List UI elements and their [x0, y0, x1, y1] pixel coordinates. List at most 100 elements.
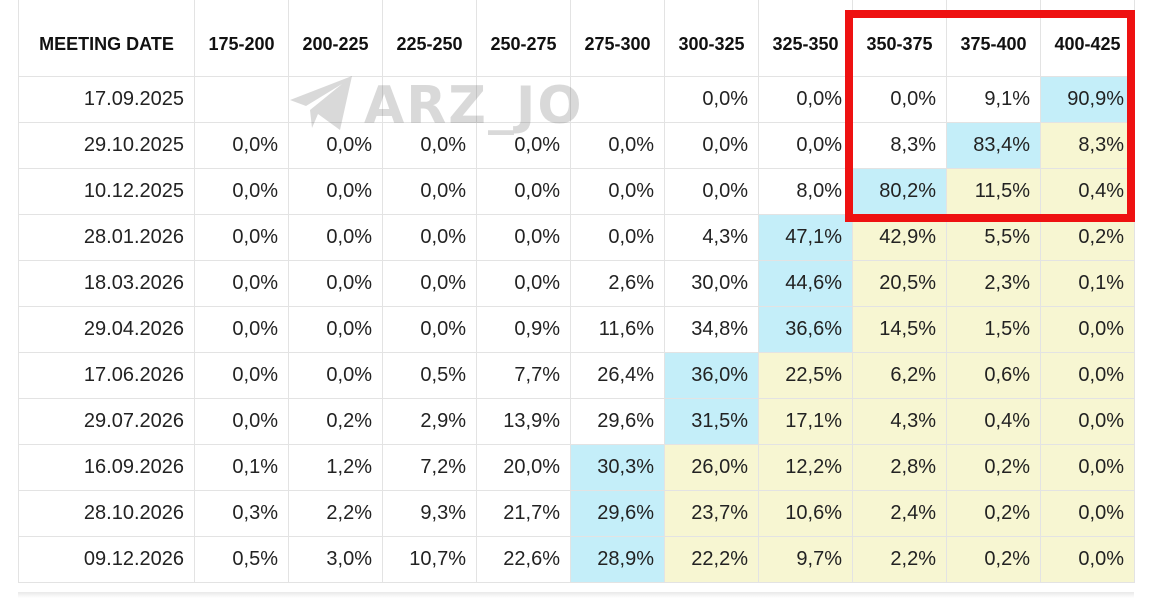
probability-cell: 22,5% [758, 351, 853, 399]
probability-cell: 0,2% [946, 535, 1041, 583]
probability-cell: 83,4% [946, 121, 1041, 169]
probability-cell: 36,6% [758, 305, 853, 353]
probability-cell: 30,0% [664, 259, 759, 307]
probability-cell: 0,0% [194, 259, 289, 307]
table-row: 28.10.2026 0,3% 2,2% 9,3% 21,7% 29,6% 23,7% 10,… [18, 489, 1135, 537]
probability-cell: 0,0% [570, 121, 665, 169]
table-body: 17.09.2025 0,0% 0,0% 0,0% 9,1% 90,9% 29.10.202… [18, 75, 1135, 583]
probability-cell: 0,0% [288, 121, 383, 169]
table-row: 29.07.2026 0,0% 0,2% 2,9% 13,9% 29,6% 31,5% 17,… [18, 397, 1135, 445]
probability-cell [194, 75, 289, 123]
probability-cell: 2,9% [382, 397, 477, 445]
meeting-date-cell: 09.12.2026 [18, 535, 195, 583]
probability-cell: 21,7% [476, 489, 571, 537]
probability-cell: 0,0% [288, 305, 383, 353]
table-row: 17.09.2025 0,0% 0,0% 0,0% 9,1% 90,9% [18, 75, 1135, 123]
meeting-date-cell: 28.01.2026 [18, 213, 195, 261]
probability-cell: 0,2% [946, 443, 1041, 491]
meeting-date-cell: 17.09.2025 [18, 75, 195, 123]
probability-cell: 8,3% [1040, 121, 1135, 169]
probability-cell: 0,0% [194, 213, 289, 261]
probability-cell: 9,1% [946, 75, 1041, 123]
probability-cell: 0,0% [476, 259, 571, 307]
column-header-range: 325-350 [758, 0, 853, 77]
meeting-date-cell: 29.07.2026 [18, 397, 195, 445]
probability-cell: 3,0% [288, 535, 383, 583]
probability-cell: 0,0% [1040, 305, 1135, 353]
probability-cell: 0,3% [194, 489, 289, 537]
probability-cell: 0,0% [194, 351, 289, 399]
probability-cell: 0,0% [852, 75, 947, 123]
table-row: 29.04.2026 0,0% 0,0% 0,0% 0,9% 11,6% 34,8% 36,6… [18, 305, 1135, 353]
probability-cell: 0,6% [946, 351, 1041, 399]
probability-cell: 80,2% [852, 167, 947, 215]
probability-cell: 10,7% [382, 535, 477, 583]
probability-cell: 0,0% [382, 121, 477, 169]
probability-cell: 0,0% [288, 213, 383, 261]
probability-cell: 2,6% [570, 259, 665, 307]
table-bottom-shadow [18, 592, 1134, 598]
column-header-range: 400-425 [1040, 0, 1135, 77]
probability-cell: 0,0% [288, 259, 383, 307]
probability-cell: 0,1% [1040, 259, 1135, 307]
probability-cell: 0,0% [664, 121, 759, 169]
probability-cell: 0,0% [664, 167, 759, 215]
probability-cell: 22,2% [664, 535, 759, 583]
probability-cell: 26,4% [570, 351, 665, 399]
meeting-date-cell: 17.06.2026 [18, 351, 195, 399]
probability-cell: 0,0% [382, 305, 477, 353]
probability-cell: 2,4% [852, 489, 947, 537]
probability-cell: 0,0% [194, 121, 289, 169]
table-row: 17.06.2026 0,0% 0,0% 0,5% 7,7% 26,4% 36,0% 22,5… [18, 351, 1135, 399]
column-header-range: 350-375 [852, 0, 947, 77]
probability-cell: 13,9% [476, 397, 571, 445]
probability-cell: 0,0% [194, 167, 289, 215]
probability-cell: 0,0% [1040, 397, 1135, 445]
meeting-date-cell: 18.03.2026 [18, 259, 195, 307]
probability-cell: 4,3% [852, 397, 947, 445]
column-header-range: 375-400 [946, 0, 1041, 77]
probability-cell: 2,2% [852, 535, 947, 583]
column-header-range: 175-200 [194, 0, 289, 77]
probability-cell: 1,2% [288, 443, 383, 491]
probability-cell: 0,0% [476, 121, 571, 169]
probability-cell: 31,5% [664, 397, 759, 445]
probability-cell: 7,2% [382, 443, 477, 491]
header-row: MEETING DATE 175-200 200-225 225-250 250-275… [18, 0, 1135, 77]
table-row: 18.03.2026 0,0% 0,0% 0,0% 0,0% 2,6% 30,0% 44,6%… [18, 259, 1135, 307]
meeting-date-cell: 29.04.2026 [18, 305, 195, 353]
probability-cell: 2,8% [852, 443, 947, 491]
probability-cell: 0,0% [1040, 535, 1135, 583]
probability-cell: 0,0% [382, 259, 477, 307]
probability-cell: 0,0% [758, 121, 853, 169]
probability-cell: 0,0% [570, 213, 665, 261]
meeting-date-cell: 16.09.2026 [18, 443, 195, 491]
probability-cell: 90,9% [1040, 75, 1135, 123]
probability-cell: 0,4% [1040, 167, 1135, 215]
table-row: 09.12.2026 0,5% 3,0% 10,7% 22,6% 28,9% 22,2% 9,… [18, 535, 1135, 583]
column-header-range: 300-325 [664, 0, 759, 77]
probability-cell: 0,0% [476, 167, 571, 215]
column-header-meeting-date: MEETING DATE [18, 0, 195, 77]
probability-cell: 0,4% [946, 397, 1041, 445]
probability-cell: 0,0% [382, 167, 477, 215]
probability-cell: 0,0% [476, 213, 571, 261]
probability-cell: 0,0% [1040, 443, 1135, 491]
probability-table-container: MEETING DATE 175-200 200-225 225-250 250-275… [18, 0, 1150, 583]
probability-cell: 0,0% [194, 305, 289, 353]
probability-cell: 0,0% [1040, 351, 1135, 399]
probability-cell: 20,0% [476, 443, 571, 491]
probability-cell: 5,5% [946, 213, 1041, 261]
probability-cell: 11,5% [946, 167, 1041, 215]
table-row: 16.09.2026 0,1% 1,2% 7,2% 20,0% 30,3% 26,0% 12,… [18, 443, 1135, 491]
probability-cell: 0,9% [476, 305, 571, 353]
probability-cell [570, 75, 665, 123]
table-row: 10.12.2025 0,0% 0,0% 0,0% 0,0% 0,0% 0,0% 8,0% 80… [18, 167, 1135, 215]
probability-cell: 0,0% [288, 351, 383, 399]
table-row: 29.10.2025 0,0% 0,0% 0,0% 0,0% 0,0% 0,0% 0,0% 8,… [18, 121, 1135, 169]
probability-cell: 42,9% [852, 213, 947, 261]
probability-cell: 14,5% [852, 305, 947, 353]
probability-cell: 2,2% [288, 489, 383, 537]
probability-cell: 0,0% [194, 397, 289, 445]
meeting-date-cell: 28.10.2026 [18, 489, 195, 537]
